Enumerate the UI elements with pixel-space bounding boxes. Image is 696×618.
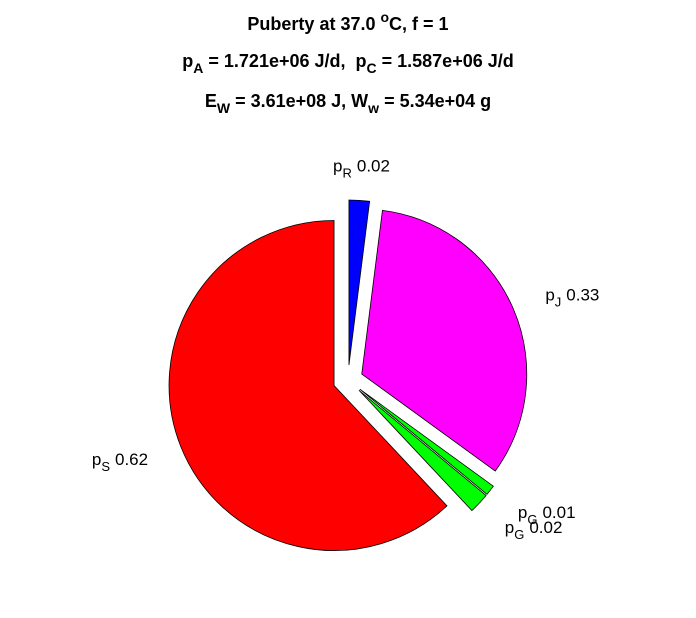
label-symbol: p [518,503,527,522]
label-subscript: J [555,295,562,310]
title-text: p [182,51,193,71]
label-subscript: G [514,527,524,542]
title-subscript: C [367,60,377,76]
pie-slice [348,199,371,366]
pie-slice [358,389,487,512]
title-subscript: W [217,100,231,116]
pie-slice [361,209,528,472]
label-value: 0.02 [357,156,390,175]
title-subscript: w [367,100,379,116]
label-value: 0.02 [529,518,562,537]
label-subscript: S [101,459,110,474]
title-text: Puberty at 37.0 [247,14,380,34]
title-superscript: o [380,9,389,25]
chart-title: EW = 3.61e+08 J, Ww = 5.34e+04 g [205,91,491,116]
label-value: 0.33 [566,286,599,305]
label-symbol: p [92,450,101,469]
pie-slice [359,388,494,495]
slice-label: pR 0.02 [333,156,390,180]
title-text: = 5.34e+04 g [379,91,491,111]
chart-title: Puberty at 37.0 oC, f = 1 [247,9,448,34]
title-text: C, f = 1 [389,14,449,34]
title-text: E [205,91,217,111]
slice-label: pG 0.01 [518,503,576,527]
title-text: = 1.587e+06 J/d [377,51,514,71]
slice-label: pS 0.62 [92,450,148,474]
label-subscript: G [527,512,537,527]
title-text: = 1.721e+06 J/d, p [203,51,366,71]
label-subscript: R [342,165,351,180]
label-symbol: p [505,518,514,537]
title-subscript: A [193,60,203,76]
pie-slice [168,220,448,551]
label-value: 0.01 [542,503,575,522]
chart-title: pA = 1.721e+06 J/d, pC = 1.587e+06 J/d [182,51,513,76]
label-value: 0.62 [115,450,148,469]
slice-label: pG 0.02 [505,518,563,542]
slice-label: pJ 0.33 [545,286,599,310]
label-symbol: p [545,286,554,305]
title-text: = 3.61e+08 J, W [230,91,368,111]
label-symbol: p [333,156,342,175]
